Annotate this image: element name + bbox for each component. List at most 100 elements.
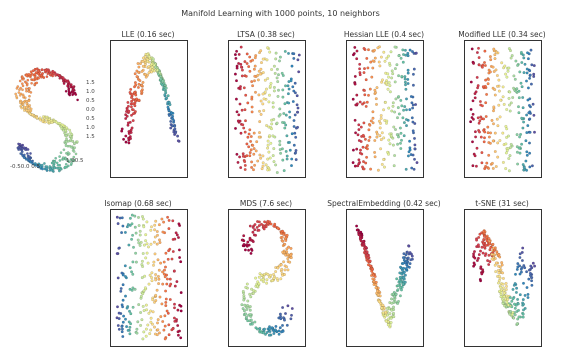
point bbox=[492, 70, 496, 73]
point bbox=[289, 246, 293, 250]
point bbox=[277, 114, 281, 118]
point bbox=[482, 238, 486, 242]
point bbox=[355, 147, 359, 151]
point bbox=[392, 294, 396, 298]
point bbox=[511, 287, 515, 291]
point bbox=[138, 233, 142, 237]
point bbox=[165, 282, 169, 286]
point bbox=[35, 81, 39, 85]
point bbox=[474, 135, 478, 139]
point bbox=[256, 280, 260, 284]
point bbox=[400, 288, 403, 292]
point bbox=[135, 331, 139, 335]
z-tick-label: 1.0 bbox=[86, 89, 95, 95]
point bbox=[490, 257, 494, 261]
point bbox=[488, 242, 492, 246]
point bbox=[396, 284, 400, 288]
point bbox=[523, 293, 527, 297]
point bbox=[291, 100, 295, 103]
point bbox=[277, 329, 281, 333]
point bbox=[54, 156, 58, 160]
point bbox=[414, 103, 418, 106]
point bbox=[281, 74, 285, 77]
point bbox=[255, 225, 259, 229]
point bbox=[128, 332, 132, 336]
point bbox=[257, 93, 261, 97]
point bbox=[508, 296, 512, 299]
point bbox=[136, 62, 140, 65]
point bbox=[144, 72, 147, 76]
point bbox=[129, 105, 133, 109]
point bbox=[398, 275, 402, 279]
point bbox=[390, 109, 394, 113]
point bbox=[265, 278, 269, 282]
point bbox=[166, 311, 170, 315]
point bbox=[61, 76, 65, 80]
point bbox=[357, 123, 361, 127]
point bbox=[404, 253, 408, 257]
point bbox=[288, 115, 292, 119]
point bbox=[470, 47, 474, 51]
point bbox=[257, 69, 261, 73]
point bbox=[284, 239, 288, 242]
point bbox=[286, 253, 290, 257]
point bbox=[509, 101, 513, 105]
point bbox=[240, 238, 244, 242]
point bbox=[248, 292, 252, 296]
point bbox=[397, 135, 400, 139]
point bbox=[133, 287, 137, 291]
point bbox=[131, 233, 135, 237]
panel-modified bbox=[464, 40, 542, 178]
point bbox=[482, 235, 486, 238]
point bbox=[477, 56, 481, 60]
point bbox=[62, 148, 66, 152]
point bbox=[25, 82, 29, 86]
point bbox=[260, 61, 263, 65]
point bbox=[42, 115, 45, 118]
point bbox=[393, 45, 397, 49]
point bbox=[477, 63, 481, 67]
point bbox=[263, 78, 267, 82]
point bbox=[507, 134, 510, 138]
point bbox=[511, 96, 515, 99]
point bbox=[50, 168, 53, 172]
point bbox=[497, 264, 501, 268]
scatter-modified bbox=[469, 46, 536, 173]
point bbox=[526, 296, 530, 299]
point bbox=[278, 326, 282, 330]
point bbox=[530, 63, 534, 67]
point bbox=[150, 62, 154, 66]
point bbox=[156, 318, 160, 322]
point bbox=[131, 102, 135, 106]
point bbox=[355, 57, 359, 61]
point bbox=[267, 150, 271, 154]
point bbox=[517, 96, 521, 100]
point bbox=[50, 161, 54, 165]
point bbox=[158, 71, 162, 75]
point bbox=[142, 330, 146, 334]
point bbox=[117, 317, 121, 321]
point bbox=[257, 224, 261, 228]
point bbox=[145, 52, 149, 56]
point bbox=[49, 73, 53, 77]
point bbox=[495, 74, 499, 77]
point bbox=[285, 233, 289, 237]
point bbox=[162, 328, 166, 332]
point bbox=[74, 93, 78, 96]
point bbox=[45, 75, 49, 79]
point bbox=[137, 98, 141, 102]
point bbox=[272, 147, 276, 151]
point bbox=[269, 273, 273, 277]
point bbox=[487, 253, 491, 257]
point bbox=[528, 69, 532, 73]
point bbox=[168, 277, 172, 281]
point bbox=[401, 60, 405, 64]
point bbox=[249, 318, 253, 322]
point bbox=[403, 77, 407, 81]
point bbox=[473, 154, 477, 158]
point bbox=[280, 267, 284, 271]
point bbox=[22, 95, 26, 98]
point bbox=[158, 295, 162, 299]
point bbox=[147, 65, 151, 68]
point bbox=[384, 81, 388, 85]
